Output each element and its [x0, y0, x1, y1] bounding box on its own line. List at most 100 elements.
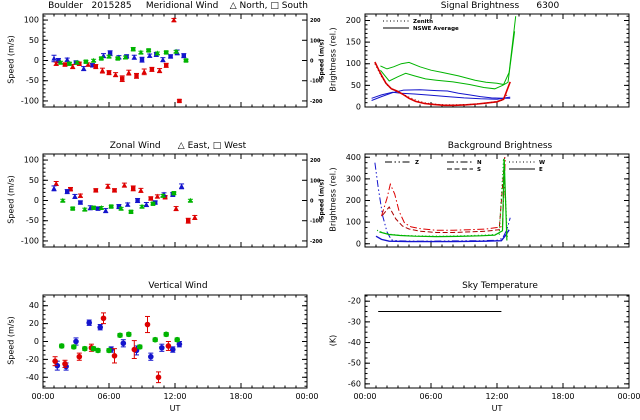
svg-text:100: 100 [24, 16, 39, 25]
svg-text:00:00: 00:00 [295, 392, 318, 401]
svg-text:00:00: 00:00 [31, 392, 54, 401]
svg-text:12:00: 12:00 [485, 392, 508, 401]
series-east-west-red [53, 180, 198, 224]
background-ylabel: Brightness (rel.) [328, 167, 338, 232]
svg-text:00:00: 00:00 [617, 392, 640, 401]
zonal-ylabel: Speed (m/s) [6, 175, 16, 224]
svg-text:0: 0 [34, 337, 39, 346]
legend-label-s: S [477, 167, 481, 173]
svg-text:200: 200 [310, 158, 321, 164]
signal-brightness-title: Signal Brightness 6300 [440, 1, 560, 11]
svg-text:50: 50 [29, 36, 39, 45]
vertical-wind-title: Vertical Wind [148, 281, 208, 291]
svg-text:100: 100 [24, 156, 39, 165]
background-brightness-title: Background Brightness [447, 141, 553, 151]
svg-text:100: 100 [346, 218, 361, 227]
svg-text:-50: -50 [348, 359, 361, 368]
series-blue-lower [371, 91, 511, 100]
legend-label-z: Z [415, 160, 419, 166]
svg-text:100: 100 [310, 38, 321, 44]
sky-temperature-title: Sky Temperature [462, 281, 538, 291]
svg-text:-20: -20 [26, 355, 39, 364]
svg-text:100: 100 [346, 59, 361, 68]
series-north-south-green [58, 46, 189, 66]
subplot-vertical-wind: 40 20 0 -20 -40 00:00 06:00 12:00 18:00 00:00 UT [26, 294, 319, 413]
svg-text:50: 50 [29, 176, 39, 185]
svg-text:0: 0 [310, 199, 314, 205]
sky-ylabel: (K) [328, 334, 338, 347]
series-west-green [376, 158, 508, 239]
svg-text:20: 20 [29, 319, 39, 328]
subplot-sky-temperature: -20 -30 -40 -50 -60 00:00 06:00 12:00 18:00 00:00… [348, 294, 640, 413]
subplot-meridional-wind: 100 50 0 -50 -100 200 100 0 -100 -200 [21, 13, 323, 108]
series-east-green [379, 159, 508, 241]
svg-text:18:00: 18:00 [551, 392, 574, 401]
series-vertical-green [58, 331, 180, 354]
svg-text:200: 200 [310, 18, 321, 24]
zonal-right-ylabel: Speed (m/s) [318, 179, 326, 220]
vertical-ylabel: Speed (m/s) [6, 316, 16, 365]
svg-text:200: 200 [346, 16, 361, 25]
svg-text:-100: -100 [21, 236, 39, 245]
svg-text:-100: -100 [310, 79, 323, 85]
series-zenith-blue [374, 162, 511, 242]
svg-text:0: 0 [310, 59, 314, 65]
svg-text:18:00: 18:00 [229, 392, 252, 401]
svg-text:100: 100 [310, 178, 321, 184]
sky-temperature-plot-area: -20 -30 -40 -50 -60 00:00 06:00 12:00 18:00 00:00… [348, 294, 640, 413]
svg-text:-30: -30 [348, 317, 361, 326]
meridional-wind-title: Boulder 2015285 Meridional Wind △ North,… [48, 1, 308, 11]
svg-text:50: 50 [351, 81, 361, 90]
svg-text:06:00: 06:00 [419, 392, 442, 401]
legend-label-zenith: Zenith [413, 19, 433, 25]
svg-text:0: 0 [356, 239, 361, 248]
svg-text:-60: -60 [348, 379, 361, 388]
series-east-west-green [60, 191, 193, 215]
series-green-lower [380, 31, 516, 90]
series-zenith-blue-avg [375, 229, 510, 243]
legend-label-w: W [539, 160, 545, 166]
svg-text:40: 40 [29, 301, 39, 310]
svg-text:-40: -40 [348, 338, 361, 347]
svg-text:UT: UT [492, 404, 503, 413]
meridional-wind-plot-area: 100 50 0 -50 -100 200 100 0 -100 -200 [21, 13, 323, 108]
series-green-upper [380, 16, 517, 86]
meridional-ylabel: Speed (m/s) [6, 35, 16, 84]
background-brightness-plot-area: 400 300 200 100 0 Z NS WE [346, 153, 630, 248]
svg-text:00:00: 00:00 [353, 392, 376, 401]
svg-text:-100: -100 [21, 96, 39, 105]
legend-label-n: N [477, 160, 482, 166]
svg-text:-200: -200 [310, 239, 323, 245]
series-north-red [381, 157, 506, 231]
svg-text:0: 0 [356, 103, 361, 112]
svg-text:200: 200 [346, 196, 361, 205]
series-south-red [382, 157, 506, 233]
series-red-zenith [374, 63, 509, 106]
svg-text:06:00: 06:00 [97, 392, 120, 401]
subplot-background-brightness: 400 300 200 100 0 Z N S W E [346, 153, 630, 248]
svg-text:UT: UT [170, 404, 181, 413]
svg-text:400: 400 [346, 153, 361, 162]
svg-text:12:00: 12:00 [163, 392, 186, 401]
svg-text:-20: -20 [348, 297, 361, 306]
zonal-wind-title: Zonal Wind △ East, □ West [109, 141, 247, 151]
svg-text:-50: -50 [26, 216, 39, 225]
svg-text:-200: -200 [310, 99, 323, 105]
svg-text:0: 0 [34, 56, 39, 65]
subplot-signal-brightness: 200 150 100 50 0 Zenith NSWE Average [346, 13, 630, 112]
svg-text:-100: -100 [310, 219, 323, 225]
legend-label-nswe-average: NSWE Average [413, 26, 459, 32]
svg-text:300: 300 [346, 174, 361, 183]
svg-text:0: 0 [34, 196, 39, 205]
zonal-wind-plot-area: 100 50 0 -50 -100 200 100 0 -100 -200 [21, 153, 323, 248]
meridional-right-ylabel: Speed (m/s) [318, 39, 326, 80]
legend-label-e: E [539, 167, 543, 173]
subplot-zonal-wind: 100 50 0 -50 -100 200 100 0 -100 -200 [21, 153, 323, 248]
series-north-south-red [53, 17, 182, 104]
vertical-wind-plot-area: 40 20 0 -20 -40 00:00 06:00 12:00 18:00 00:00 UT [26, 294, 319, 413]
svg-text:-50: -50 [26, 76, 39, 85]
svg-text:150: 150 [346, 38, 361, 47]
svg-text:-40: -40 [26, 373, 39, 382]
